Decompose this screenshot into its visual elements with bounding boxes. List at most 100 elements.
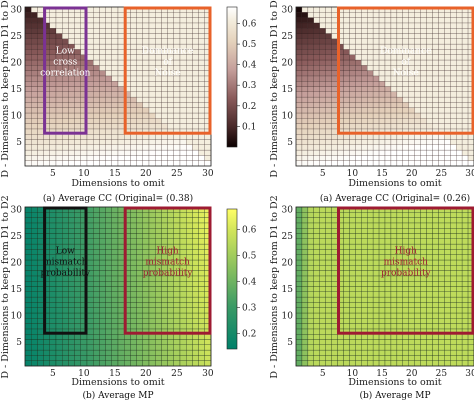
annotation-text: probability (143, 269, 194, 279)
heatmap-cell (148, 243, 156, 250)
heatmap-cell (192, 238, 199, 245)
heatmap-cell (343, 259, 350, 266)
heatmap-cell (343, 344, 350, 351)
heatmap-cell (117, 355, 125, 361)
heatmap-cell (111, 75, 119, 82)
heatmap-cell (313, 307, 320, 314)
heatmap-cell (173, 323, 181, 330)
heatmap-cell (99, 91, 106, 98)
heatmap-cell (361, 28, 368, 34)
heatmap-cell (161, 238, 168, 245)
heatmap-cell (86, 206, 94, 213)
heatmap-cell (372, 144, 380, 151)
heatmap-cell (111, 96, 119, 103)
heatmap-cell (343, 307, 350, 314)
heatmap-cell (420, 334, 427, 340)
heatmap-cell (325, 238, 332, 245)
heatmap-cell (331, 349, 338, 356)
heatmap-cell (319, 344, 326, 351)
heatmap-cell (24, 96, 32, 103)
heatmap-cell (378, 302, 386, 308)
heatmap-cell (117, 243, 125, 250)
heatmap-cell (301, 160, 309, 167)
heatmap-cell (198, 12, 206, 18)
heatmap-cell (86, 107, 94, 114)
heatmap-cell (161, 149, 168, 156)
heatmap-cell (179, 86, 187, 93)
heatmap-cell (426, 33, 433, 40)
heatmap-cell (456, 296, 463, 303)
heatmap-cell (99, 33, 106, 40)
heatmap-cell (355, 38, 362, 45)
heatmap-cell (154, 80, 162, 87)
heatmap-cell (408, 355, 415, 361)
heatmap-cell (414, 349, 421, 356)
heatmap-cell (372, 212, 380, 218)
heatmap-cell (161, 91, 168, 98)
heatmap-cell (24, 59, 32, 66)
heatmap-cell (123, 133, 131, 140)
heatmap-cell (361, 270, 368, 277)
heatmap-cell (99, 70, 106, 77)
heatmap-cell (355, 291, 362, 298)
heatmap-cell (167, 160, 175, 167)
heatmap-cell (444, 212, 451, 218)
heatmap-cell (426, 38, 433, 45)
heatmap-cell (456, 249, 463, 255)
heatmap-cell (49, 344, 57, 351)
heatmap-cell (192, 307, 199, 314)
heatmap-cell (420, 302, 427, 308)
heatmap-cell (295, 70, 303, 77)
heatmap-cell (179, 107, 187, 114)
heatmap-cell (444, 70, 451, 77)
heatmap-cell (325, 286, 332, 293)
heatmap-cell (31, 144, 38, 151)
heatmap-cell (49, 17, 57, 24)
heatmap-cell (461, 217, 469, 224)
heatmap-cell (414, 318, 421, 324)
heatmap-cell (55, 307, 63, 314)
heatmap-cell (301, 75, 309, 82)
heatmap-cell (179, 233, 187, 240)
heatmap-cell (343, 59, 350, 66)
heatmap-cell (301, 307, 309, 314)
annotation-text: Dominance (380, 47, 431, 57)
heatmap-cell (68, 118, 75, 124)
heatmap-cell (74, 296, 81, 303)
heatmap-cell (92, 65, 100, 71)
heatmap-cell (301, 54, 309, 61)
heatmap-cell (74, 144, 81, 151)
heatmap-cell (43, 149, 50, 156)
heatmap-cell (343, 212, 350, 218)
heatmap-cell (307, 222, 314, 229)
heatmap-cell (361, 249, 368, 255)
heatmap-cell (301, 349, 309, 356)
heatmap-cell (420, 355, 427, 361)
heatmap-cell (325, 296, 332, 303)
heatmap-cell (130, 33, 137, 40)
heatmap-cell (372, 286, 380, 293)
heatmap-cell (80, 133, 88, 140)
heatmap-cell (372, 112, 380, 119)
heatmap-cell (367, 259, 374, 266)
heatmap-cell (295, 318, 303, 324)
heatmap-cell (136, 118, 144, 124)
heatmap-cell (62, 112, 69, 119)
heatmap-cell (130, 291, 137, 298)
heatmap-cell (396, 96, 403, 103)
heatmap-cell (80, 339, 88, 346)
heatmap-cell (372, 102, 380, 108)
heatmap-cell (136, 360, 144, 367)
heatmap-cell (92, 291, 100, 298)
heatmap-cell (105, 360, 112, 367)
heatmap-cell (331, 238, 338, 245)
heatmap-cell (167, 80, 175, 87)
heatmap-cell (461, 281, 469, 287)
heatmap-cell (86, 6, 94, 13)
heatmap-cell (461, 291, 469, 298)
heatmap-cell (74, 133, 81, 140)
heatmap-cell (185, 212, 193, 218)
heatmap-cell (313, 107, 320, 114)
heatmap-cell (426, 238, 433, 245)
